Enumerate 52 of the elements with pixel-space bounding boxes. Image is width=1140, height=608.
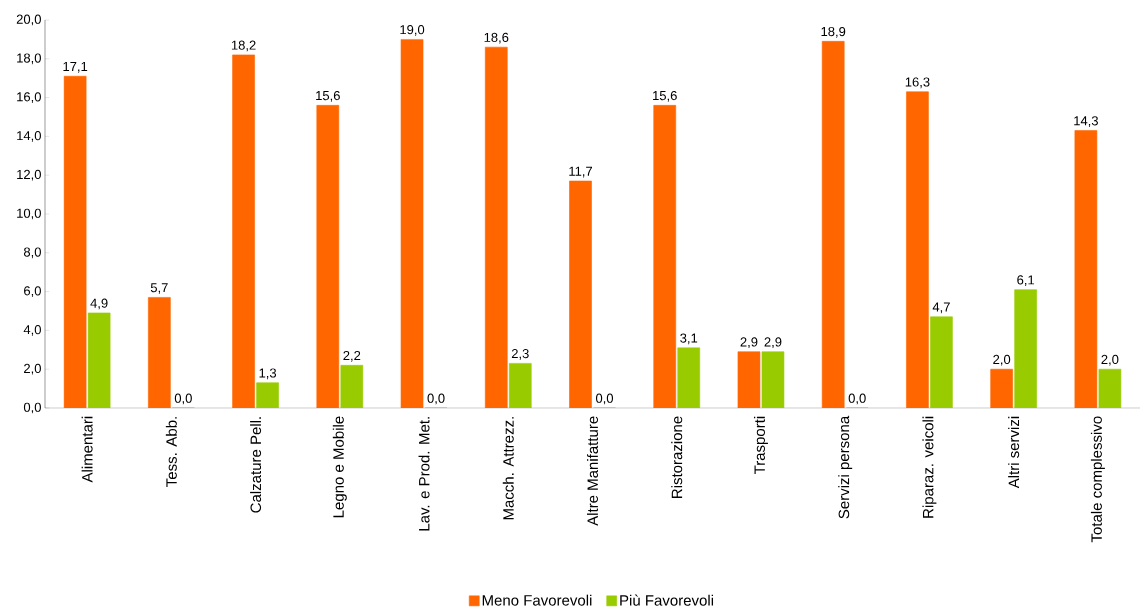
data-label: 2,0 [1101, 354, 1119, 366]
x-tick-label: Macch. Attrezz. [502, 417, 514, 520]
x-tick-label: Legno e Mobile [332, 416, 347, 518]
y-tick-label: 10,0 [17, 208, 41, 220]
data-label: 2,3 [511, 349, 529, 360]
data-label: 2,9 [740, 337, 758, 349]
x-tick-label: Tess. Abb. [165, 417, 177, 487]
data-label: 2,2 [343, 350, 361, 362]
y-tick-label: 6,0 [24, 286, 41, 297]
data-label: 3,1 [680, 333, 698, 345]
y-tick-label: 16,0 [17, 92, 41, 103]
data-label: 18,6 [484, 32, 509, 44]
data-label: 5,7 [150, 283, 168, 294]
y-tick-label: 18,0 [17, 53, 41, 65]
data-label: 0,0 [595, 393, 614, 405]
data-label: 14,3 [1074, 116, 1098, 127]
data-label: 4,9 [90, 298, 108, 310]
x-tick-label: Ristorazione [671, 416, 683, 498]
x-tick-label: Riparaz. veicoli [922, 416, 937, 518]
x-tick-label: Servizi persona [838, 415, 853, 519]
x-tick-label: Alimentari [81, 416, 93, 483]
data-label: 0,0 [848, 393, 866, 405]
data-label: 0,0 [427, 393, 445, 405]
data-label: 2,0 [993, 354, 1011, 366]
x-tick-label: Altre Manifatture [587, 416, 599, 526]
x-tick-label: Calzature Pell. [250, 417, 262, 513]
y-tick-label: 4,0 [23, 325, 41, 336]
data-label: 15,6 [653, 90, 677, 102]
data-label: 19,0 [400, 25, 425, 36]
legend-label: Meno Favorevoli [482, 594, 592, 606]
y-tick-label: 0,0 [23, 402, 41, 414]
y-tick-label: 2,0 [24, 363, 41, 375]
data-label: 18,9 [821, 26, 846, 38]
x-tick-label: Altri servizi [1008, 416, 1020, 489]
data-label: 11,7 [569, 166, 593, 178]
legend-label: Più Favorevoli [620, 594, 714, 606]
data-label: 1,3 [259, 368, 277, 380]
x-tick-label: Totale complessivo [1090, 416, 1105, 543]
y-tick-label: 14,0 [17, 131, 41, 142]
data-label: 6,1 [1017, 275, 1035, 287]
data-label: 4,7 [932, 302, 950, 314]
data-label: 18,2 [231, 40, 256, 52]
y-tick-label: 12,0 [17, 169, 41, 181]
y-tick-label: 8,0 [23, 247, 41, 259]
data-label: 16,3 [905, 77, 930, 89]
y-tick-label: 20,0 [16, 14, 41, 26]
data-label: 2,9 [764, 337, 782, 349]
x-tick-label: Lav. e Prod. Met. [418, 417, 430, 531]
x-tick-label: Trasporti [753, 416, 768, 475]
data-label: 17,1 [63, 62, 88, 73]
data-label: 0,0 [174, 393, 192, 405]
data-label: 15,6 [316, 90, 340, 102]
